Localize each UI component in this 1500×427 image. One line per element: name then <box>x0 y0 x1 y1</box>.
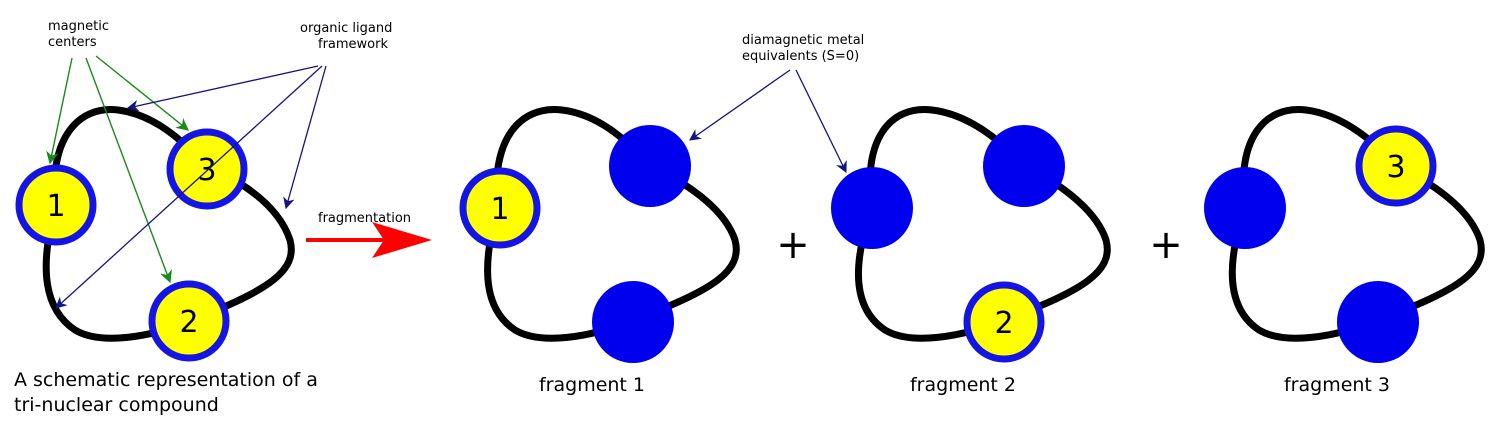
green-arrow-to-node-3 <box>95 55 189 131</box>
fragment-2-node-top <box>983 125 1065 207</box>
fragmentation-label: fragmentation <box>318 211 411 226</box>
node-label: 1 <box>490 192 509 227</box>
diamagnetic-equivalent-circle <box>831 167 913 249</box>
node-label: 1 <box>46 189 65 224</box>
blue-arrow-to-fragment-2-node <box>795 69 847 174</box>
magnetic-centers-label: magnetic centers <box>48 19 113 50</box>
fragment-3: 3 fragment 3 <box>1204 106 1485 396</box>
node-label: 2 <box>994 306 1013 341</box>
organic-ligand-line-2: framework <box>318 37 388 52</box>
organic-ligand-label: organic ligand framework <box>300 21 397 52</box>
fragment-3-node-bottom <box>1337 281 1419 363</box>
blue-arrow-to-ring-left <box>55 65 323 309</box>
diamagnetic-equivalent-circle <box>592 281 674 363</box>
green-arrow-to-node-2 <box>85 57 172 284</box>
fragmentation-arrow-group: fragmentation <box>306 211 432 258</box>
magnetic-center-circle <box>963 281 1045 363</box>
node-label: 2 <box>179 305 198 340</box>
fragment-2-caption: fragment 2 <box>910 374 1016 396</box>
blue-arrow-to-ring-top <box>126 65 319 112</box>
fragment-1: 1 fragment 1 <box>459 106 740 396</box>
diamagnetic-line-1: diamagnetic metal <box>742 33 864 48</box>
compound-caption: A schematic representation of a tri-nucl… <box>14 369 324 416</box>
diamagnetic-line-2: equivalents (S=0) <box>742 49 859 64</box>
fragment-ligand-ring <box>1228 106 1485 342</box>
diamagnetic-equivalent-circle <box>1337 281 1419 363</box>
magnetic-center-circle <box>459 167 541 249</box>
compound-caption-line-1: A schematic representation of a <box>14 369 318 391</box>
diamagnetic-equivalent-circle <box>1204 167 1286 249</box>
fragment-ligand-ring <box>484 106 740 342</box>
fragment-3-caption: fragment 3 <box>1284 374 1390 396</box>
organic-ligand-line-1: organic ligand <box>300 21 392 36</box>
plus-operator-2: + <box>1149 222 1183 268</box>
diamagnetic-equivalent-circle <box>609 125 691 207</box>
diamagnetic-annotation: diamagnetic metal equivalents (S=0) <box>689 33 868 174</box>
fragmentation-arrowhead <box>372 222 432 258</box>
magnetic-center-circle <box>1355 125 1437 207</box>
fragment-3-node-left <box>1204 167 1286 249</box>
magnetic-centers-line-1: magnetic <box>48 19 109 34</box>
green-arrow-to-node-1 <box>46 57 73 165</box>
fragment-1-caption: fragment 1 <box>539 374 645 396</box>
diamagnetic-label: diamagnetic metal equivalents (S=0) <box>742 33 868 64</box>
fragment-1-node-1: 1 <box>459 167 541 249</box>
node-label: 3 <box>1386 150 1405 185</box>
compound-ligand-ring <box>42 106 295 342</box>
plus-operator-1: + <box>776 222 810 268</box>
magnetic-center-circle <box>148 280 230 362</box>
magnetic-centers-line-2: centers <box>48 35 97 50</box>
fragment-1-node-bottom <box>592 281 674 363</box>
compound-node-2: 2 <box>148 280 230 362</box>
compound-node-1: 1 <box>15 164 97 246</box>
magnetic-center-circle <box>15 164 97 246</box>
fragment-2-node-2: 2 <box>963 281 1045 363</box>
compound-caption-line-2: tri-nuclear compound <box>14 394 219 416</box>
blue-arrow-to-fragment-1-node <box>689 69 791 141</box>
fragment-3-node-3: 3 <box>1355 125 1437 207</box>
fragment-1-node-top <box>609 125 691 207</box>
compound-group: 1 3 2 magnetic centers organic ligand fr… <box>14 19 397 416</box>
fragment-ligand-ring <box>854 106 1111 342</box>
diamagnetic-equivalent-circle <box>983 125 1065 207</box>
fragment-2-node-left <box>831 167 913 249</box>
fragment-2: 2 fragment 2 <box>831 106 1111 396</box>
blue-arrow-to-ring-right <box>283 65 327 210</box>
